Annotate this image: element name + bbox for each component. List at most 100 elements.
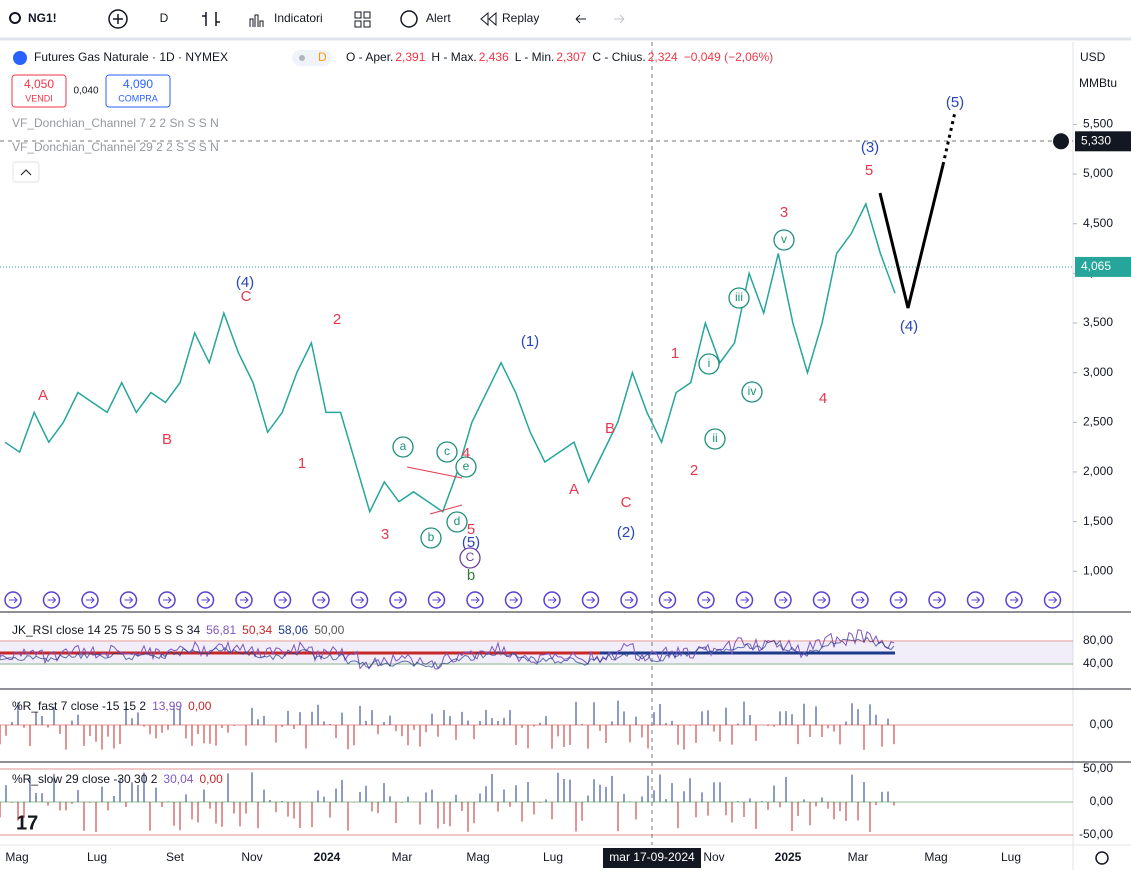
wave-label: 3 (381, 526, 389, 543)
event-arrow (702, 596, 711, 604)
event-arrow (856, 596, 865, 604)
wave-label: A (569, 481, 579, 498)
pane-value: 0,00 (188, 699, 212, 713)
event-arrow (1048, 596, 1058, 604)
wave-label: (4) (236, 274, 254, 291)
wave-label: B (605, 420, 615, 437)
event-arrow (933, 596, 942, 604)
wave-label: iv (748, 384, 757, 398)
x-tick-label: Lug (543, 850, 563, 864)
pane-title: %R_fast 7 close -15 15 2 (12, 699, 146, 713)
event-arrow (201, 596, 211, 604)
event-arrow (9, 596, 18, 604)
ohlc-label: L - Min. (515, 50, 555, 64)
x-tick-label: Mar (848, 850, 869, 864)
wave-label: C (466, 550, 475, 564)
event-arrow (779, 596, 788, 604)
wave-label: e (463, 459, 470, 473)
last-price: 4,065 (1081, 259, 1111, 273)
undo[interactable] (575, 14, 586, 24)
rsi-signal (0, 636, 895, 670)
settings (1095, 851, 1109, 865)
buy-button[interactable] (105, 74, 171, 108)
buy: COMPRA (118, 93, 158, 103)
wave-label: (5) (462, 534, 480, 551)
redo[interactable] (614, 14, 625, 24)
indicators-icon[interactable] (249, 14, 264, 27)
pane-value: 50,34 (242, 623, 272, 637)
indicators[interactable]: Indicatori (274, 11, 323, 25)
event-arrow (586, 596, 596, 604)
wave-label: b (467, 567, 475, 584)
collapse[interactable] (12, 161, 40, 183)
event-arrow (86, 596, 95, 604)
pane-title: JK_RSI close 14 25 75 50 5 S S 34 (12, 623, 200, 637)
wave-circle (698, 353, 720, 375)
wave-circle (704, 428, 726, 450)
x-tick-label: Mag (5, 850, 28, 864)
wave-label: 1 (298, 455, 306, 472)
badge-dot (299, 55, 305, 61)
replay-icon[interactable] (480, 11, 497, 27)
x-tick-label: Mag (924, 850, 947, 864)
wave-label: a (400, 439, 407, 453)
pane-tick-label: 80,00 (1083, 633, 1113, 647)
crosshair-date-bg (603, 848, 701, 868)
pane-tick-label: -50,00 (1079, 827, 1113, 841)
x-tick-label: Lug (1001, 850, 1021, 864)
alert[interactable]: Alert (426, 11, 451, 25)
last-price-bg (1075, 256, 1131, 277)
pane-tick-label: 40,00 (1083, 656, 1113, 670)
alert-icon[interactable] (400, 10, 418, 28)
wave-label: 5 (865, 162, 873, 179)
wave-label: b (428, 530, 435, 544)
event-arrow (278, 596, 288, 604)
y-tick-label: 3,500 (1083, 315, 1113, 329)
x-tick-label: Nov (703, 850, 724, 864)
y-tick-label: 1,500 (1083, 514, 1113, 528)
wave-label: B (162, 431, 172, 448)
y-tick-label: 2,000 (1083, 464, 1113, 478)
tv-logo-mark: 17 (16, 812, 38, 834)
y-tick-label: 1,000 (1083, 563, 1113, 577)
event-arrow (894, 596, 904, 604)
wave-label: v (781, 232, 787, 246)
interval[interactable]: D (160, 11, 169, 25)
wave-label: 5 (467, 521, 475, 538)
sell-button[interactable] (11, 74, 67, 108)
wave-label: d (454, 514, 461, 528)
wave-circle (420, 527, 442, 549)
add-icon[interactable] (108, 9, 128, 29)
study-label: VF_Donchian_Channel 29 2 2 S S S N (12, 140, 219, 154)
wave-circle (446, 511, 468, 533)
ohlc-label: O - Aper. (346, 50, 393, 64)
triangle (406, 466, 463, 515)
unit[interactable]: MMBtu (1079, 76, 1117, 90)
pane-value: 58,06 (278, 623, 308, 637)
x-tick-label: Mag (466, 850, 489, 864)
pane-value: 0,00 (199, 772, 223, 786)
projection (878, 164, 945, 309)
pane-tick-label: 0,00 (1090, 717, 1114, 731)
event-arrow (317, 596, 326, 604)
replay[interactable]: Replay (502, 11, 539, 25)
wave-label: (5) (946, 94, 964, 111)
wave-circle (728, 287, 750, 309)
ohlc-value: 2,307 (556, 50, 586, 64)
event-arrow (163, 596, 172, 604)
spread: 0,040 (73, 86, 98, 97)
badge: D (318, 50, 327, 64)
ohlc-value: 2,436 (479, 50, 509, 64)
bars-icon[interactable] (202, 12, 220, 26)
search-icon[interactable] (9, 12, 21, 24)
layout-icon[interactable] (354, 11, 371, 28)
currency[interactable]: USD (1080, 50, 1106, 64)
symbol[interactable]: NG1! (28, 11, 57, 25)
event-arrow (971, 596, 981, 604)
wave-circle (459, 547, 481, 569)
wave-label: 3 (780, 204, 788, 221)
y-tick-label: 4,500 (1083, 216, 1113, 230)
wave-label: 2 (333, 311, 341, 328)
event-arrow (548, 596, 557, 604)
